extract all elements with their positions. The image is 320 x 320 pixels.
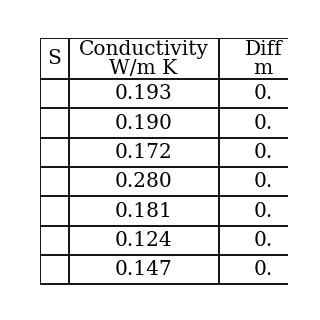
Text: 0.: 0.: [253, 202, 273, 220]
Text: 0.147: 0.147: [115, 260, 172, 279]
Text: 0.: 0.: [253, 84, 273, 103]
Text: 0.: 0.: [253, 143, 273, 162]
Text: 0.124: 0.124: [115, 231, 172, 250]
Text: 0.: 0.: [253, 172, 273, 191]
Text: 0.280: 0.280: [115, 172, 172, 191]
Text: Diff: Diff: [244, 40, 282, 59]
Text: W/m K: W/m K: [109, 59, 178, 77]
Text: m: m: [253, 59, 273, 77]
Text: 0.193: 0.193: [115, 84, 172, 103]
Text: 0.: 0.: [253, 260, 273, 279]
Text: 0.: 0.: [253, 114, 273, 132]
Text: S: S: [47, 49, 61, 68]
Text: 0.172: 0.172: [115, 143, 172, 162]
Text: Conductivity: Conductivity: [78, 40, 209, 59]
Text: 0.181: 0.181: [115, 202, 172, 220]
Text: 0.190: 0.190: [115, 114, 172, 132]
Text: 0.: 0.: [253, 231, 273, 250]
